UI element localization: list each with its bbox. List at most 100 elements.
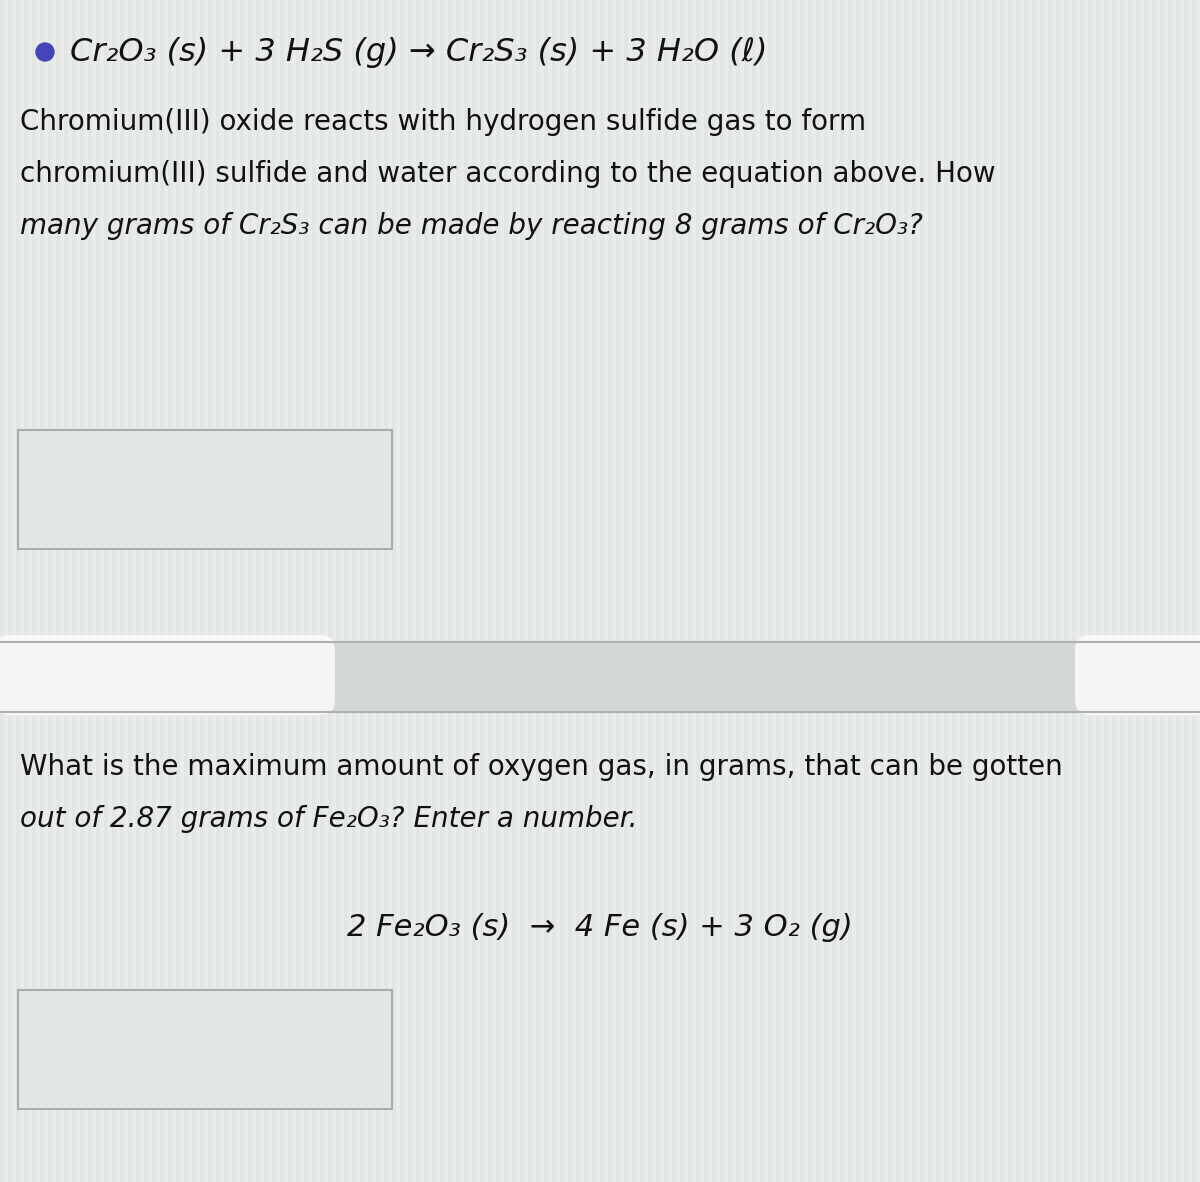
Bar: [1120, 0, 1124, 1182]
Bar: [984, 0, 988, 1182]
Bar: [248, 0, 252, 1182]
Bar: [480, 0, 484, 1182]
Bar: [1000, 0, 1004, 1182]
Bar: [1064, 0, 1068, 1182]
Text: What is the maximum amount of oxygen gas, in grams, that can be gotten: What is the maximum amount of oxygen gas…: [20, 753, 1063, 781]
Bar: [768, 0, 772, 1182]
Bar: [392, 0, 396, 1182]
Bar: [1096, 0, 1100, 1182]
Bar: [296, 0, 300, 1182]
Bar: [8, 0, 12, 1182]
Bar: [1192, 0, 1196, 1182]
Bar: [584, 0, 588, 1182]
Bar: [224, 0, 228, 1182]
Bar: [952, 0, 956, 1182]
Bar: [144, 0, 148, 1182]
Bar: [576, 0, 580, 1182]
Bar: [408, 0, 412, 1182]
Bar: [0, 0, 4, 1182]
Bar: [1112, 0, 1116, 1182]
Bar: [648, 0, 652, 1182]
Bar: [432, 0, 436, 1182]
Bar: [968, 0, 972, 1182]
Bar: [288, 0, 292, 1182]
Bar: [720, 0, 724, 1182]
Bar: [624, 0, 628, 1182]
Bar: [328, 0, 332, 1182]
Bar: [1016, 0, 1020, 1182]
Bar: [1048, 0, 1052, 1182]
FancyBboxPatch shape: [1075, 635, 1200, 715]
Bar: [920, 0, 924, 1182]
Bar: [752, 0, 756, 1182]
Bar: [472, 0, 476, 1182]
Bar: [376, 0, 380, 1182]
Bar: [960, 0, 964, 1182]
Bar: [400, 0, 404, 1182]
Bar: [304, 0, 308, 1182]
Text: out of 2.87 grams of Fe₂O₃? Enter a number.: out of 2.87 grams of Fe₂O₃? Enter a numb…: [20, 805, 637, 833]
Bar: [1072, 0, 1076, 1182]
Bar: [264, 0, 268, 1182]
Bar: [48, 0, 52, 1182]
Bar: [592, 0, 596, 1182]
Bar: [560, 0, 564, 1182]
Bar: [160, 0, 164, 1182]
Bar: [824, 0, 828, 1182]
Bar: [544, 0, 548, 1182]
Bar: [1104, 0, 1108, 1182]
Bar: [32, 0, 36, 1182]
Bar: [352, 0, 356, 1182]
Bar: [512, 0, 516, 1182]
Text: many grams of Cr₂S₃ can be made by reacting 8 grams of Cr₂O₃?: many grams of Cr₂S₃ can be made by react…: [20, 212, 923, 240]
Bar: [80, 0, 84, 1182]
Bar: [776, 0, 780, 1182]
Bar: [896, 0, 900, 1182]
Bar: [232, 0, 236, 1182]
Bar: [688, 0, 692, 1182]
Bar: [760, 0, 764, 1182]
Bar: [40, 0, 44, 1182]
Bar: [1056, 0, 1060, 1182]
Bar: [1168, 0, 1172, 1182]
Bar: [256, 0, 260, 1182]
Bar: [64, 0, 68, 1182]
FancyBboxPatch shape: [0, 635, 335, 715]
Bar: [736, 0, 740, 1182]
Bar: [1144, 0, 1148, 1182]
Bar: [528, 0, 532, 1182]
Bar: [416, 0, 420, 1182]
Bar: [856, 0, 860, 1182]
Bar: [608, 0, 612, 1182]
Bar: [120, 0, 124, 1182]
Bar: [152, 0, 156, 1182]
Bar: [880, 0, 884, 1182]
Bar: [832, 0, 836, 1182]
Bar: [1024, 0, 1028, 1182]
Bar: [104, 0, 108, 1182]
Bar: [448, 0, 452, 1182]
Text: Chromium(III) oxide reacts with hydrogen sulfide gas to form: Chromium(III) oxide reacts with hydrogen…: [20, 108, 866, 136]
Bar: [680, 0, 684, 1182]
Bar: [936, 0, 940, 1182]
Bar: [184, 0, 188, 1182]
Bar: [848, 0, 852, 1182]
Bar: [1040, 0, 1044, 1182]
Bar: [1032, 0, 1036, 1182]
Bar: [24, 0, 28, 1182]
Bar: [696, 0, 700, 1182]
Bar: [1136, 0, 1140, 1182]
Bar: [664, 0, 668, 1182]
Bar: [136, 0, 140, 1182]
Bar: [128, 0, 132, 1182]
Bar: [888, 0, 892, 1182]
Bar: [16, 0, 20, 1182]
Bar: [208, 0, 212, 1182]
Bar: [504, 0, 508, 1182]
Bar: [816, 0, 820, 1182]
Bar: [1128, 0, 1132, 1182]
Text: 2 Fe₂O₃ (s)  →  4 Fe (s) + 3 O₂ (g): 2 Fe₂O₃ (s) → 4 Fe (s) + 3 O₂ (g): [347, 913, 853, 942]
Bar: [992, 0, 996, 1182]
Bar: [616, 0, 620, 1182]
Bar: [904, 0, 908, 1182]
